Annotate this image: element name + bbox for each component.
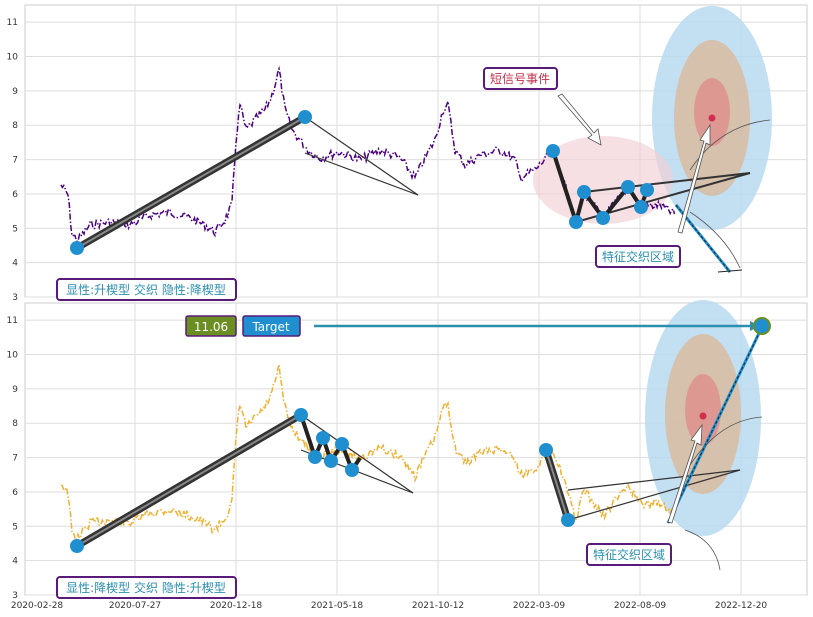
top-zone-label-box (595, 245, 681, 268)
x-tick-label: 2020-02-28 (11, 601, 64, 611)
top-projection-cap (717, 269, 743, 273)
top-zone-label: 特征交织区域 (602, 249, 674, 264)
bottom-pivot-dot (294, 408, 308, 422)
y-tick-label: 8 (12, 419, 18, 429)
bottom-pivot-dot (308, 450, 322, 464)
top-event-label: 短信号事件 (490, 72, 550, 86)
top-pattern-label: 显性:升楔型 交织 隐性:降楔型 (66, 282, 226, 297)
x-tick-label: 2022-12-20 (715, 601, 768, 611)
y-tick-label: 6 (12, 190, 18, 200)
bottom-wedge-line (567, 469, 741, 491)
x-tick-label: 2020-12-18 (210, 601, 263, 611)
y-tick-label: 8 (12, 121, 18, 131)
x-tick-label: 2021-05-18 (311, 601, 364, 611)
top-projection-arc (689, 211, 741, 269)
top-wedge-line (583, 172, 751, 193)
x-tick-label: 2020-07-27 (109, 601, 161, 611)
top-pattern-label-box (56, 278, 237, 301)
top-wedge-line (304, 152, 419, 196)
bottom-target-projection (667, 326, 763, 524)
bottom-pivot-dot (335, 437, 349, 451)
x-tick-label: 2021-10-12 (412, 601, 464, 611)
top-trend-line (76, 116, 306, 249)
y-tick-label: 4 (12, 557, 18, 567)
bottom-projection-arc (689, 416, 763, 466)
bottom-wedge-line (567, 469, 741, 521)
bottom-zone-label-box (586, 543, 672, 566)
bottom-pivot-dot (324, 454, 338, 468)
top-zone-center-dot (708, 114, 716, 122)
y-tick-label: 9 (12, 385, 18, 395)
bottom-up-arrow (667, 423, 703, 524)
bottom-zone-center-dot (699, 412, 707, 420)
top-event-arrow (557, 93, 602, 146)
bottom-pivot-dot (561, 513, 575, 527)
y-tick-label: 5 (12, 224, 18, 234)
bottom-zone-inner-ellipse (685, 374, 721, 446)
bottom-pivot-dot (539, 443, 553, 457)
bottom-y-ticks: 3 4 5 6 7 8 9 10 11 (7, 316, 19, 601)
bottom-zone-label: 特征交织区域 (593, 547, 665, 562)
top-pivot-dot (569, 215, 583, 229)
target-point (753, 317, 771, 335)
x-tick-label: 2022-03-09 (513, 601, 566, 611)
bottom-pattern-label: 显性:降楔型 交织 隐性:升楔型 (66, 580, 226, 595)
y-tick-label: 4 (12, 259, 18, 269)
y-tick-label: 9 (12, 87, 18, 97)
top-zone-inner-ellipse (694, 78, 730, 146)
target-value: 11.06 (194, 320, 228, 334)
target-value-box (185, 315, 237, 337)
bottom-pivot-dots (70, 408, 575, 553)
top-pivot-dot (640, 183, 654, 197)
top-projection-line (675, 204, 731, 273)
y-tick-label: 3 (12, 591, 18, 601)
target-label: Target (251, 320, 289, 334)
bottom-price-line (60, 364, 675, 542)
top-pivot-dot (298, 110, 312, 124)
bottom-drop-line (545, 449, 569, 521)
y-tick-label: 7 (12, 454, 18, 464)
x-ticks: 2020-02-28 2020-07-27 2020-12-18 2021-05-18… (11, 601, 768, 611)
top-event-label-box (483, 67, 558, 90)
top-up-arrow (677, 123, 711, 234)
top-projection-arc (689, 119, 771, 171)
top-price-line (60, 65, 676, 243)
x-tick-label: 2022-08-09 (614, 601, 667, 611)
bottom-wedge-line (300, 414, 414, 494)
y-tick-label: 11 (7, 18, 18, 28)
top-pivot-dot (596, 211, 610, 225)
y-tick-label: 11 (7, 316, 18, 326)
bottom-pivot-dot (316, 431, 330, 445)
bottom-pivot-dot (70, 539, 84, 553)
y-tick-label: 10 (7, 351, 19, 361)
y-tick-label: 3 (12, 293, 18, 303)
top-wedge-line (304, 116, 419, 196)
y-tick-label: 10 (7, 53, 19, 63)
top-pivot-dot (577, 185, 591, 199)
y-tick-label: 6 (12, 488, 18, 498)
bottom-pattern-label-box (56, 576, 237, 599)
top-y-ticks: 3 4 5 6 7 8 9 10 11 (7, 18, 19, 303)
y-tick-label: 5 (12, 522, 18, 532)
bottom-trend-line (76, 414, 302, 547)
top-pivot-dot (70, 241, 84, 255)
top-pivot-dot (546, 144, 560, 158)
top-pivot-dot (634, 200, 648, 214)
y-tick-label: 7 (12, 156, 18, 166)
bottom-pivot-dot (345, 463, 359, 477)
bottom-projection-arc (684, 529, 721, 571)
top-pivot-dot (621, 180, 635, 194)
target-label-box (242, 315, 301, 337)
top-pivot-dots (70, 110, 654, 255)
